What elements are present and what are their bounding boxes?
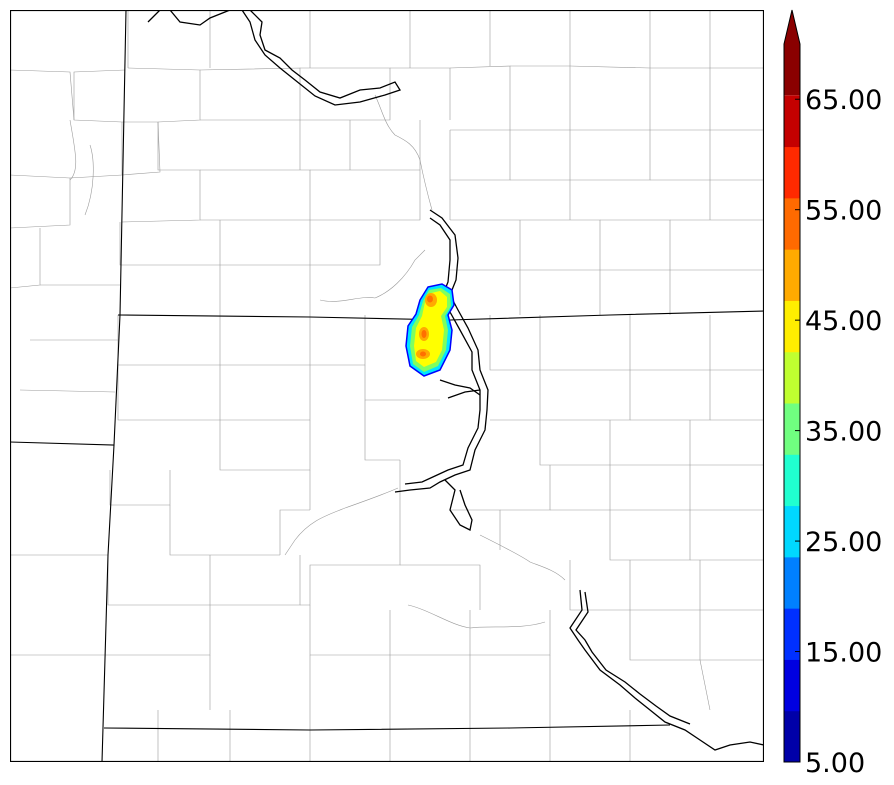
radar-map [10, 10, 764, 762]
colorbar-labels: 5.00 15.00 25.00 35.00 45.00 55.00 65.00 [805, 85, 882, 776]
colorbar-tick-label: 25.00 [805, 527, 882, 558]
colorbar-ticks [795, 98, 800, 763]
colorbar-segment [784, 556, 800, 609]
colorbar: 5.00 15.00 25.00 35.00 45.00 55.00 65.00 [783, 9, 882, 776]
major-river [147, 10, 764, 751]
map-border [10, 10, 764, 762]
colorbar-segments [783, 9, 801, 763]
county-boundaries [10, 10, 764, 762]
echo-red-cell-middle [421, 330, 427, 338]
colorbar-segment [784, 351, 800, 404]
colorbar-segment [784, 95, 800, 148]
colorbar-segment [784, 249, 800, 301]
colorbar-tick-label: 5.00 [805, 748, 865, 776]
radar-echo [405, 283, 455, 377]
colorbar-tick-label: 15.00 [805, 638, 882, 669]
colorbar-segment [784, 608, 800, 660]
colorbar-tick-label: 45.00 [805, 306, 882, 337]
echo-red-cell-south [420, 351, 426, 357]
colorbar-tick-label: 55.00 [805, 196, 882, 227]
echo-red-cell-north [427, 295, 433, 303]
colorbar-segment [784, 197, 800, 250]
map-background [10, 10, 764, 762]
colorbar-segment [784, 505, 800, 558]
colorbar-segment [784, 146, 800, 199]
colorbar-segment [784, 659, 800, 712]
minor-rivers [69, 94, 566, 629]
echo-yellow-core [414, 291, 447, 367]
colorbar-tick-label: 35.00 [805, 417, 882, 448]
colorbar-tick-label: 65.00 [805, 85, 882, 116]
colorbar-segment [784, 10, 800, 96]
colorbar-segment [784, 300, 800, 353]
colorbar-segment [784, 403, 800, 455]
colorbar-segment [784, 454, 800, 507]
colorbar-segment [784, 710, 800, 763]
